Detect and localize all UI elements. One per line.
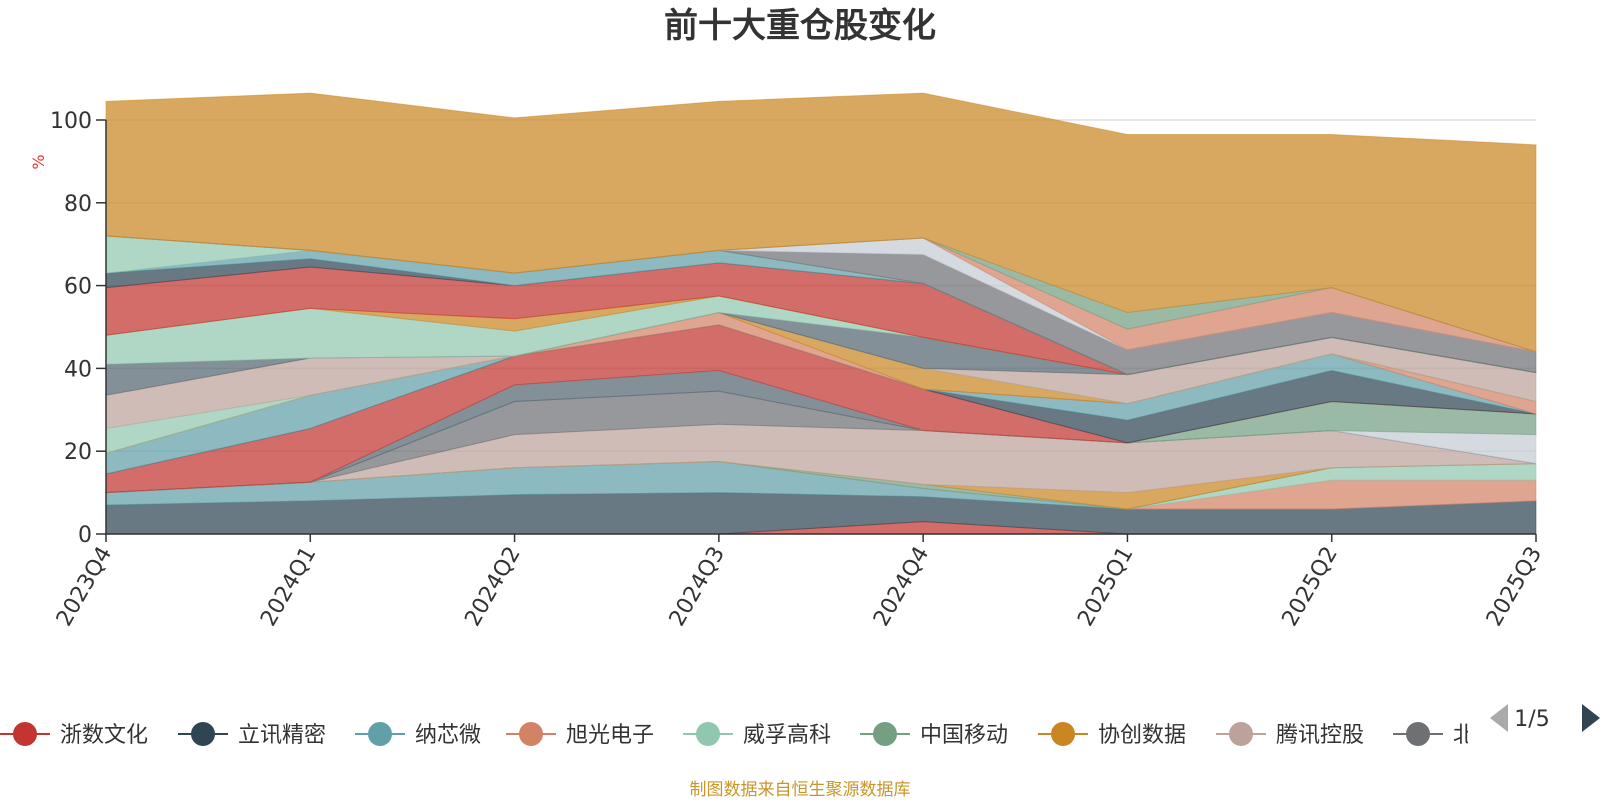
- legend-label: 北方: [1453, 723, 1497, 748]
- legend-item-北方[interactable]: 北方: [1393, 722, 1497, 748]
- legend-item-旭光电子[interactable]: 旭光电子: [506, 722, 654, 748]
- y-tick-label: 0: [78, 523, 92, 548]
- y-tick-label: 60: [64, 275, 92, 300]
- legend-next-icon[interactable]: [1582, 704, 1600, 732]
- legend-label: 立讯精密: [238, 723, 326, 748]
- legend-prev-icon[interactable]: [1490, 704, 1508, 732]
- legend-label: 协创数据: [1098, 723, 1186, 748]
- x-tick-label: 2024Q4: [869, 543, 934, 631]
- x-tick-label: 2025Q3: [1482, 543, 1547, 631]
- legend-page-indicator: 1/5: [1514, 707, 1549, 732]
- area-系列31: [105, 92, 1537, 353]
- y-tick-label: 80: [64, 192, 92, 217]
- y-tick-label: 40: [64, 357, 92, 382]
- legend-label: 浙数文化: [60, 723, 148, 748]
- legend-item-协创数据[interactable]: 协创数据: [1038, 722, 1186, 748]
- x-tick-label: 2024Q2: [460, 543, 525, 631]
- legend-item-腾讯控股[interactable]: 腾讯控股: [1216, 722, 1364, 748]
- legend: 浙数文化 立讯精密 纳芯微 旭光电子 威孚高科 中国移动 协创数据 腾讯控股 北方: [0, 722, 1497, 748]
- legend-circle-icon: [1229, 722, 1253, 746]
- legend-circle-icon: [1406, 722, 1430, 746]
- legend-circle-icon: [519, 722, 543, 746]
- y-tick-label: 20: [64, 440, 92, 465]
- area-series: [105, 92, 1537, 535]
- x-tick-label: 2024Q1: [256, 543, 321, 631]
- x-tick-label: 2025Q1: [1073, 543, 1138, 631]
- legend-item-立讯精密[interactable]: 立讯精密: [178, 722, 326, 748]
- legend-circle-icon: [368, 722, 392, 746]
- legend-circle-icon: [1051, 722, 1075, 746]
- y-tick-label: 100: [50, 109, 92, 134]
- legend-item-纳芯微[interactable]: 纳芯微: [355, 722, 481, 748]
- legend-label: 纳芯微: [415, 723, 481, 748]
- legend-item-中国移动[interactable]: 中国移动: [860, 722, 1008, 748]
- legend-item-浙数文化[interactable]: 浙数文化: [0, 722, 148, 748]
- legend-item-威孚高科[interactable]: 威孚高科: [683, 722, 831, 748]
- legend-circle-icon: [873, 722, 897, 746]
- x-tick-label: 2025Q2: [1278, 543, 1343, 631]
- legend-label: 腾讯控股: [1276, 723, 1364, 748]
- y-axis-unit: %: [29, 154, 48, 169]
- data-source-note: 制图数据来自恒生聚源数据库: [690, 780, 911, 800]
- x-tick-label: 2024Q3: [665, 543, 730, 631]
- legend-circle-icon: [696, 722, 720, 746]
- legend-pager: 1/5: [1490, 704, 1600, 732]
- legend-circle-icon: [13, 722, 37, 746]
- x-tick-label: 2023Q4: [52, 543, 117, 631]
- chart-title: 前十大重仓股变化: [664, 6, 936, 46]
- legend-label: 中国移动: [920, 723, 1008, 748]
- legend-label: 威孚高科: [743, 723, 831, 748]
- legend-circle-icon: [191, 722, 215, 746]
- legend-label: 旭光电子: [566, 723, 654, 748]
